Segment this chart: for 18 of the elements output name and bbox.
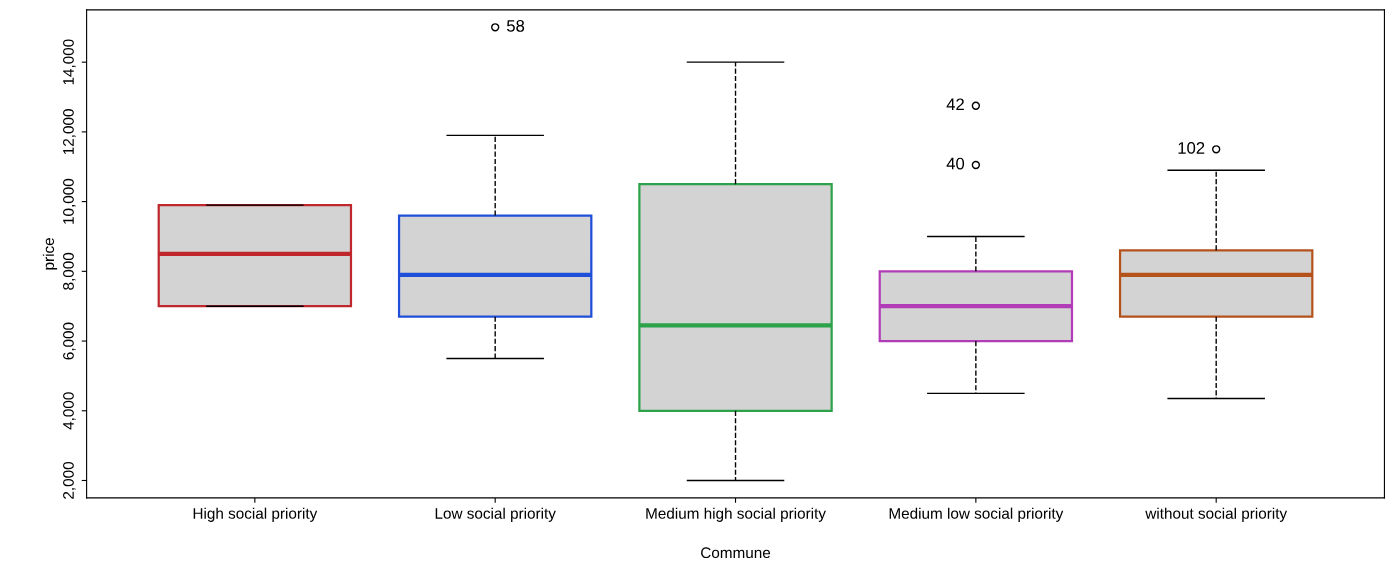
x-tick-label: Medium high social priority bbox=[646, 507, 826, 522]
y-tick-label: 12,000 bbox=[63, 109, 76, 155]
annotation: 42 bbox=[946, 98, 964, 111]
x-tick-label: Low social priority bbox=[435, 507, 556, 522]
y-tick-label: 2,000 bbox=[63, 461, 76, 499]
x-tick-label: without social priority bbox=[1145, 507, 1288, 522]
y-tick-label: 6,000 bbox=[63, 322, 76, 360]
y-tick-label: 14,000 bbox=[63, 39, 76, 85]
annotation: 102 bbox=[1178, 141, 1205, 154]
y-tick-label: 10,000 bbox=[63, 178, 76, 224]
annotation: 40 bbox=[946, 157, 965, 170]
y-tick-label: 4,000 bbox=[63, 392, 76, 430]
y-tick-label: 8,000 bbox=[63, 252, 76, 290]
y-axis-title: price bbox=[42, 238, 58, 270]
x-tick-label: High social priority bbox=[193, 507, 318, 522]
x-tick-label: Medium low social priority bbox=[889, 507, 1064, 522]
annotation: 58 bbox=[506, 19, 525, 32]
x-axis-title: Commune bbox=[701, 547, 771, 559]
